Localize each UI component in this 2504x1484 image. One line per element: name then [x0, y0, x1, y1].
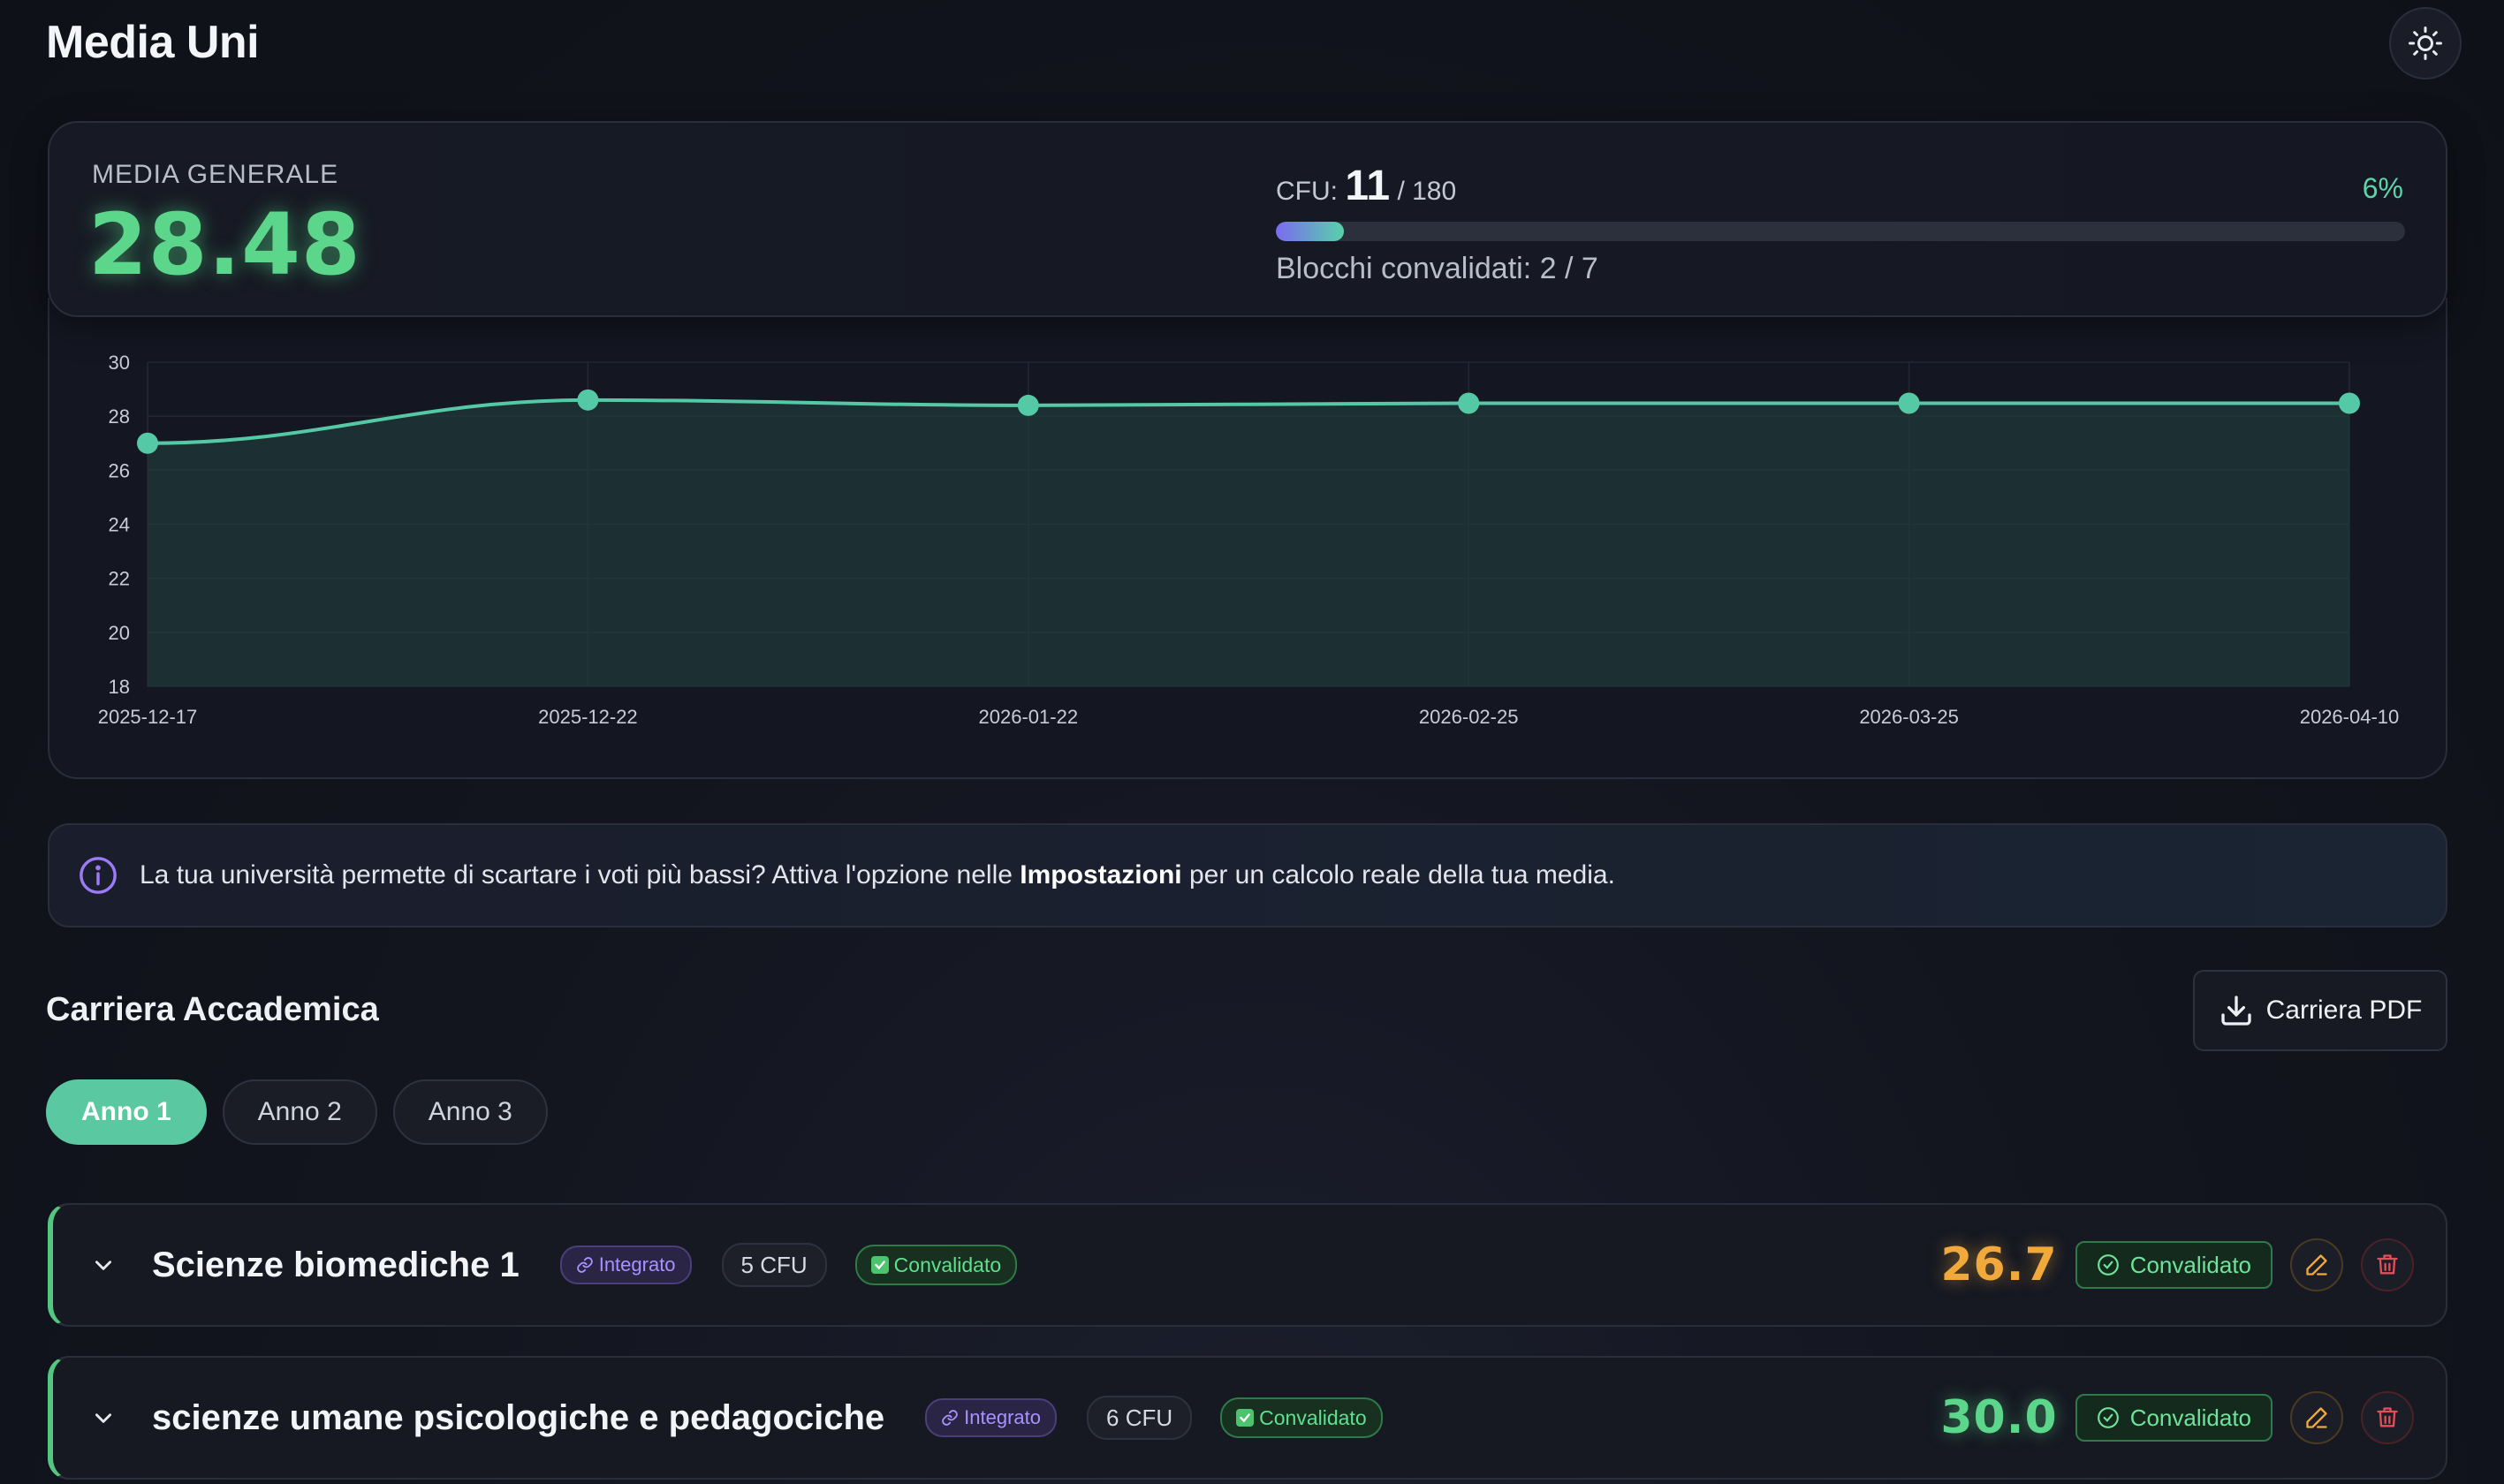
career-pdf-button[interactable]: Carriera PDF: [2193, 970, 2447, 1051]
x-tick-label: 2025-12-17: [98, 706, 198, 728]
data-point: [1017, 394, 1039, 416]
data-point: [2339, 392, 2360, 414]
cfu-counter: CFU: 11 / 180: [1276, 162, 1456, 210]
y-tick-label: 18: [109, 676, 130, 698]
cfu-label: CFU:: [1276, 177, 1338, 206]
cfu-current: 11: [1345, 163, 1391, 209]
app-title: Media Uni: [46, 17, 260, 68]
x-tick-label: 2026-04-10: [2300, 706, 2400, 728]
delete-button[interactable]: [2361, 1238, 2414, 1291]
course-grade: 26.7: [1940, 1238, 2058, 1291]
settings-link[interactable]: Impostazioni: [1020, 860, 1182, 890]
validated-blocks: Blocchi convalidati: 2 / 7: [1276, 252, 1598, 285]
y-tick-label: 30: [109, 352, 130, 374]
series-area: [148, 399, 2349, 686]
average-label: MEDIA GENERALE: [92, 160, 339, 189]
validated-status-button[interactable]: Convalidato: [2075, 1394, 2273, 1442]
x-tick-label: 2026-03-25: [1859, 706, 1959, 728]
cfu-percent: 6%: [2362, 172, 2403, 204]
data-point: [137, 432, 158, 454]
info-icon: [80, 857, 117, 894]
trash-icon: [2377, 1254, 2398, 1275]
tab-anno-1[interactable]: Anno 1: [46, 1079, 207, 1145]
course-name: Scienze biomediche 1: [152, 1245, 520, 1284]
validated-status-button[interactable]: Convalidato: [2075, 1241, 2273, 1289]
integrated-badge: Integrato: [559, 1246, 692, 1284]
x-tick-label: 2025-12-22: [538, 706, 638, 728]
course-grade: 30.0: [1940, 1391, 2058, 1444]
series-line: [147, 398, 2349, 445]
pencil-icon: [2306, 1407, 2327, 1428]
y-tick-label: 26: [109, 459, 130, 481]
integrated-badge: Integrato: [925, 1398, 1058, 1437]
career-title: Carriera Accademica: [46, 991, 379, 1028]
chevron-down-icon[interactable]: [92, 1253, 115, 1276]
tab-anno-2[interactable]: Anno 2: [222, 1079, 377, 1145]
theme-toggle-button[interactable]: [2389, 7, 2462, 80]
edit-button[interactable]: [2290, 1238, 2343, 1291]
course-name: scienze umane psicologiche e pedagociche: [152, 1397, 885, 1437]
link-icon: [576, 1257, 593, 1273]
cfu-badge: 5 CFU: [721, 1243, 827, 1287]
link-icon: [942, 1410, 958, 1426]
data-point: [1898, 392, 1920, 414]
x-tick-label: 2026-01-22: [979, 706, 1079, 728]
y-tick-label: 28: [109, 405, 130, 428]
cfu-badge: 6 CFU: [1087, 1396, 1193, 1440]
course-row[interactable]: Scienze biomediche 1 Integrato 5 CFU Con…: [48, 1203, 2447, 1327]
sun-icon: [2409, 26, 2442, 60]
y-tick-label: 22: [109, 568, 130, 590]
checkmark-icon: [1236, 1409, 1255, 1427]
delete-button[interactable]: [2361, 1391, 2414, 1444]
y-tick-label: 20: [109, 622, 130, 644]
check-circle-icon: [2097, 1407, 2119, 1428]
download-icon: [2220, 996, 2251, 1026]
tab-anno-3[interactable]: Anno 3: [392, 1079, 548, 1145]
pencil-icon: [2306, 1254, 2327, 1276]
average-trend-chart: 30 28 26 24 22 20 18 2025-12-17 2025-12-22 2026-0…: [48, 298, 2447, 779]
validated-badge: Convalidato: [1220, 1397, 1383, 1438]
info-banner: La tua università permette di scartare i…: [48, 823, 2447, 928]
summary-card: MEDIA GENERALE 28.48 CFU: 11 / 180 6% Bl…: [48, 121, 2447, 317]
average-value: 28.48: [88, 195, 361, 294]
info-text: La tua università permette di scartare i…: [140, 860, 1615, 890]
y-tick-label: 24: [109, 514, 130, 536]
check-circle-icon: [2097, 1254, 2119, 1276]
year-tabs: Anno 1 Anno 2 Anno 3: [46, 1079, 548, 1145]
validated-badge: Convalidato: [854, 1245, 1018, 1285]
course-row[interactable]: scienze umane psicologiche e pedagociche…: [48, 1356, 2447, 1480]
x-tick-label: 2026-02-25: [1419, 706, 1519, 728]
data-point: [1458, 392, 1480, 414]
chart-canvas: 30 28 26 24 22 20 18 2025-12-17 2025-12-22 2026-0…: [98, 352, 2400, 728]
trash-icon: [2377, 1407, 2398, 1427]
cfu-progress-bar: [1276, 222, 2405, 241]
data-point: [577, 389, 599, 411]
cfu-progress-fill: [1276, 222, 1344, 241]
chevron-down-icon[interactable]: [92, 1406, 115, 1429]
edit-button[interactable]: [2290, 1391, 2343, 1444]
career-pdf-label: Carriera PDF: [2265, 996, 2423, 1025]
checkmark-icon: [870, 1256, 889, 1274]
cfu-total: / 180: [1397, 177, 1457, 206]
